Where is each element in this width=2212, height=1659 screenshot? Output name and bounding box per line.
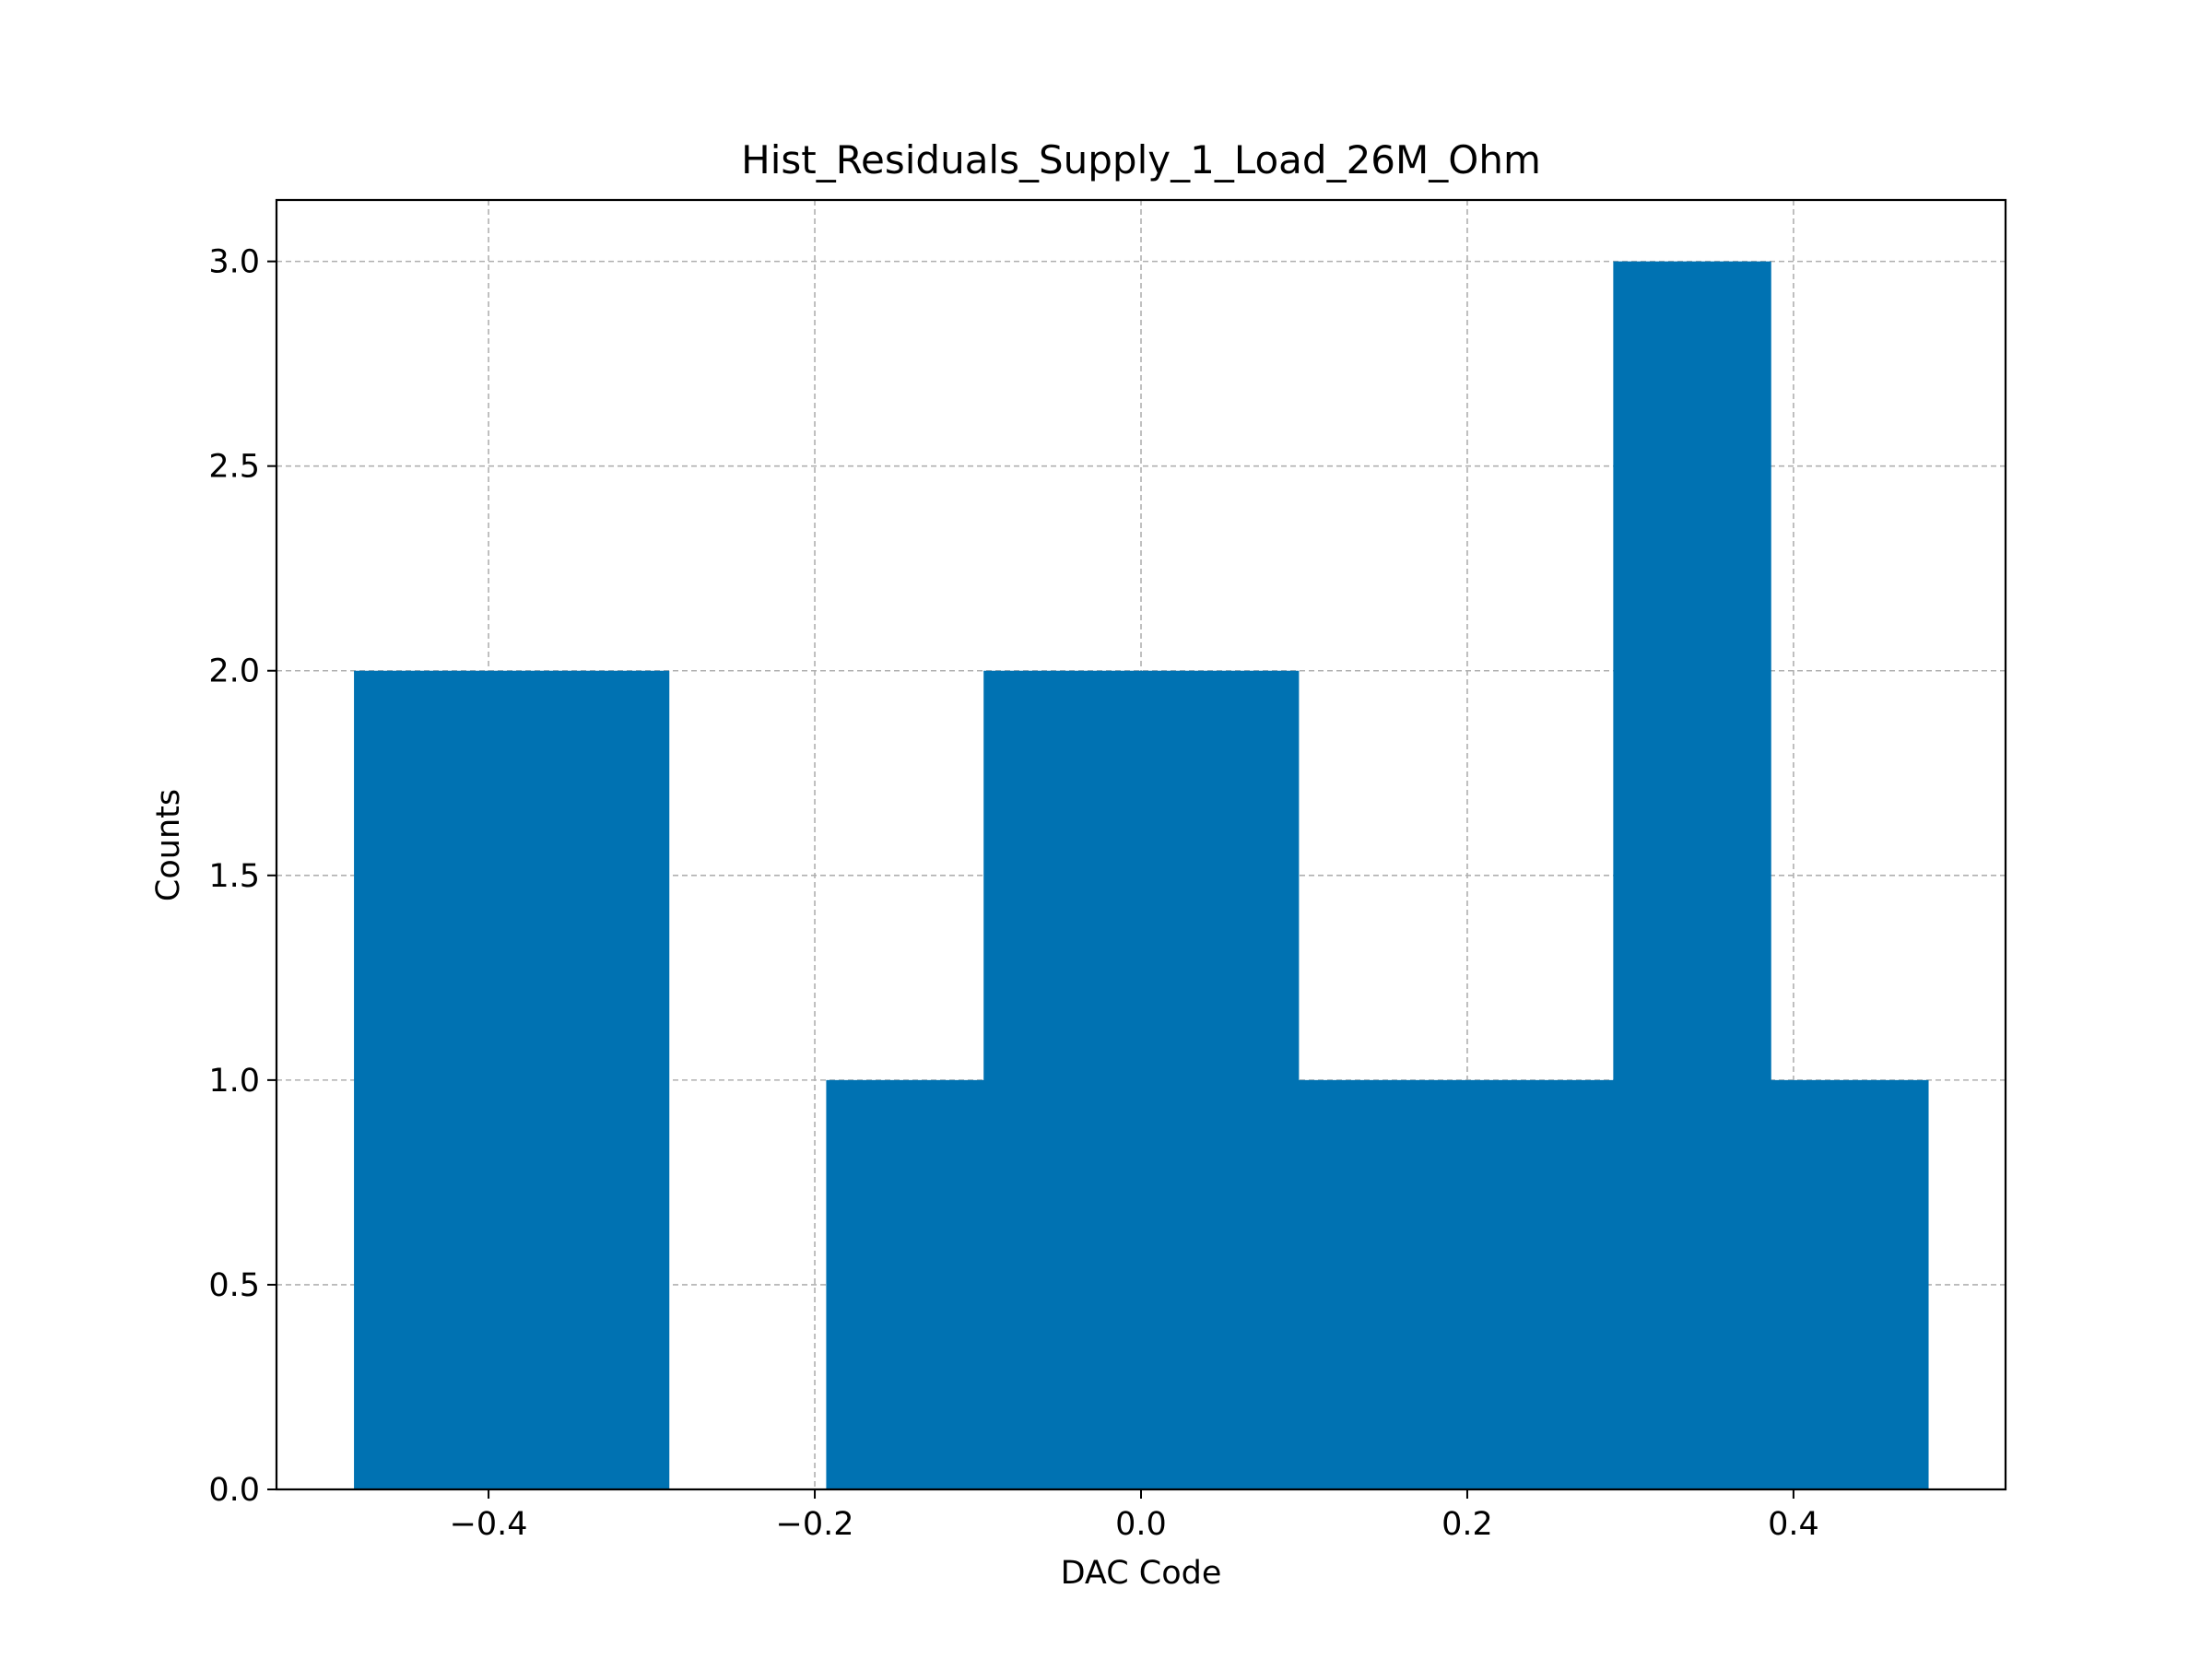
y-axis-label: Counts [150,789,187,901]
histogram-bar [1771,1079,1929,1489]
y-tick-label: 2.0 [208,653,260,690]
x-tick-label: −0.4 [450,1506,528,1543]
histogram-bar [1613,261,1771,1490]
histogram-bar [826,1079,984,1489]
histogram-bar [983,670,1142,1489]
x-tick-label: −0.2 [776,1506,854,1543]
histogram-bar [1141,670,1300,1489]
histogram-bar [1298,1079,1457,1489]
chart-title: Hist_Residuals_Supply_1_Load_26M_Ohm [741,137,1541,182]
histogram-bar [511,670,670,1489]
histogram-bars [354,261,1929,1490]
y-tick-label: 1.0 [208,1063,260,1100]
y-tick-label: 2.5 [208,449,260,486]
x-tick-label: 0.0 [1115,1506,1167,1543]
y-tick-label: 3.0 [208,244,260,281]
histogram-bar [354,670,512,1489]
y-tick-label: 0.0 [208,1472,260,1509]
axis-ticks: −0.4 −0.2 0.0 0.2 0.4 0.0 0.5 1.0 1.5 2.0 2.5 3.0 [208,244,1818,1543]
y-tick-label: 0.5 [208,1267,260,1304]
x-tick-label: 0.2 [1441,1506,1493,1543]
x-axis-label: DAC Code [1061,1555,1222,1592]
x-tick-label: 0.4 [1768,1506,1819,1543]
y-tick-label: 1.5 [208,858,260,895]
histogram-bar [1455,1079,1614,1489]
